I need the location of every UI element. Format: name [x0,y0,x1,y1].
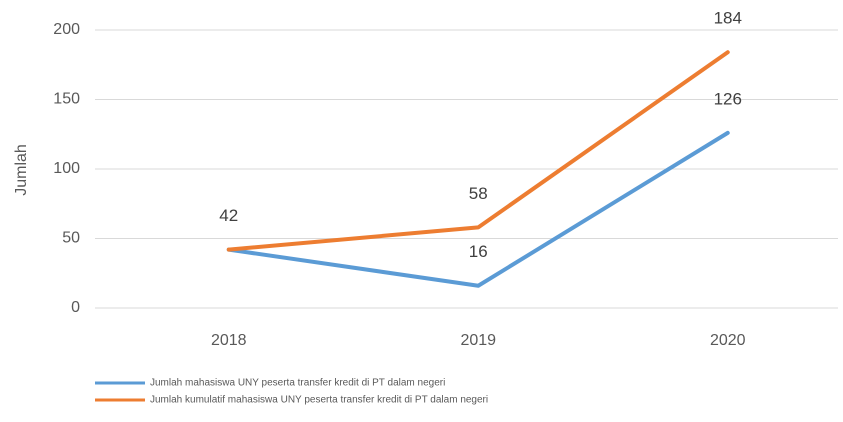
x-tick-label: 2020 [710,332,746,349]
y-tick-label: 100 [53,160,80,177]
y-tick-label: 200 [53,21,80,38]
x-tick-label: 2018 [211,332,247,349]
y-tick-label: 0 [71,299,80,316]
y-tick-label: 50 [62,230,80,247]
data-label: 126 [714,89,742,108]
x-tick-label: 2019 [460,332,496,349]
series-line [226,130,730,288]
data-label: 184 [714,9,742,28]
y-tick-label: 150 [53,91,80,108]
data-label: 58 [469,184,488,203]
data-label: 42 [219,206,238,225]
y-axis-title: Jumlah [13,144,30,196]
legend-label: Jumlah kumulatif mahasiswa UNY peserta t… [150,395,488,406]
series-line [226,50,730,252]
legend-label: Jumlah mahasiswa UNY peserta transfer kr… [150,378,445,389]
data-label: 16 [469,242,488,261]
